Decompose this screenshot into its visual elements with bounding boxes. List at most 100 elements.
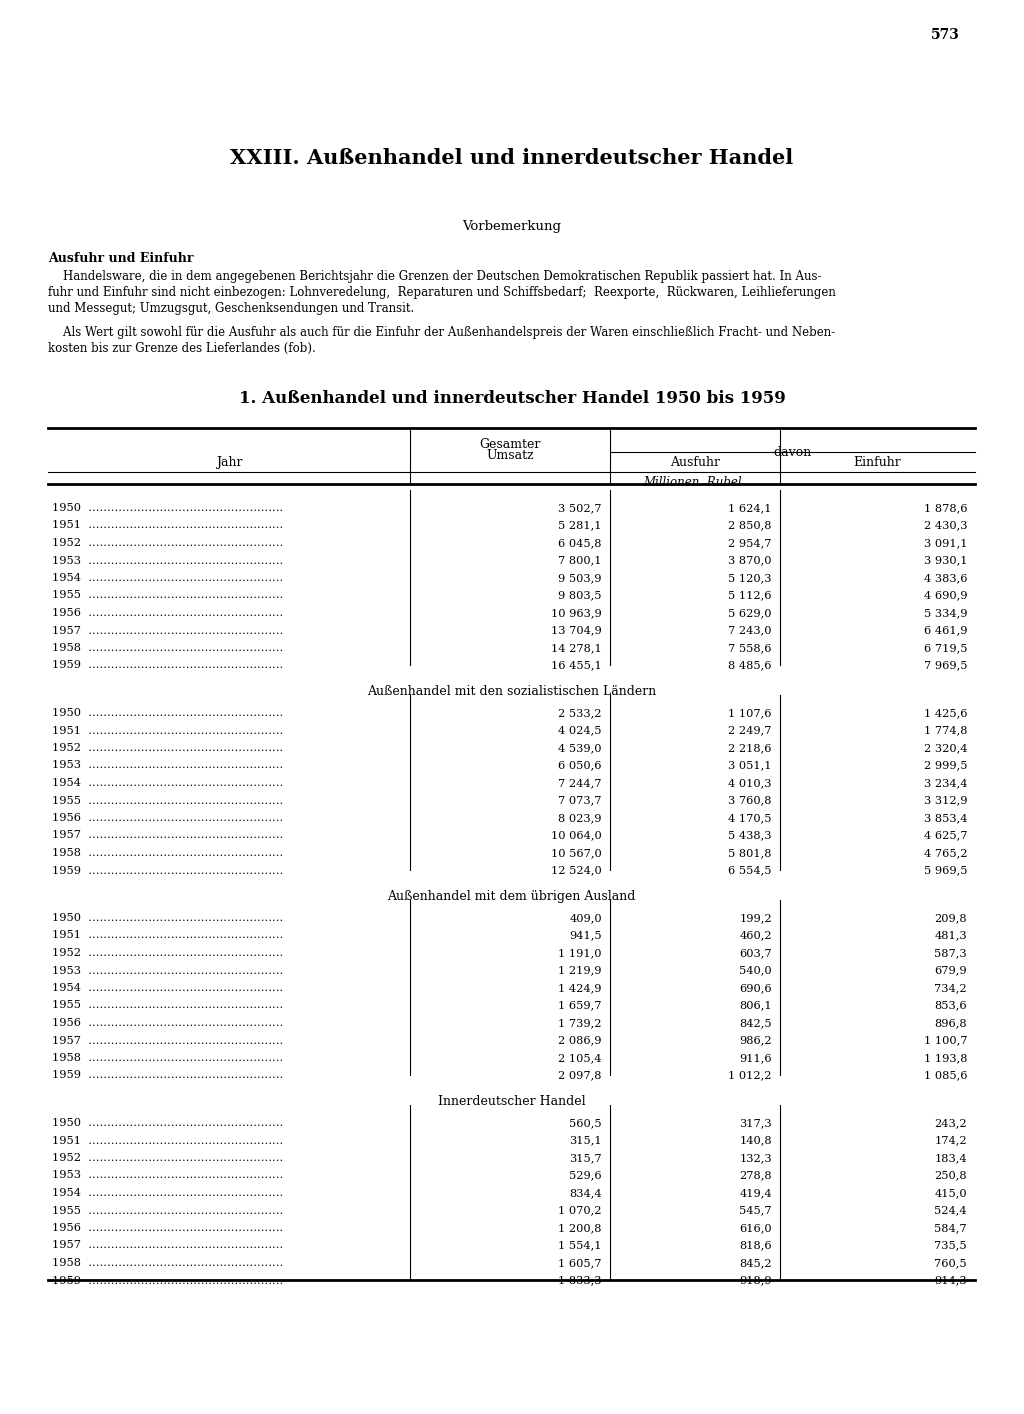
Text: 1954  ....................................................: 1954 ...................................… <box>52 983 284 993</box>
Text: 690,6: 690,6 <box>739 983 772 993</box>
Text: 1 878,6: 1 878,6 <box>924 503 967 513</box>
Text: 243,2: 243,2 <box>934 1118 967 1128</box>
Text: 1 200,8: 1 200,8 <box>558 1223 602 1233</box>
Text: 5 112,6: 5 112,6 <box>728 591 772 601</box>
Text: 4 383,6: 4 383,6 <box>924 573 967 583</box>
Text: 1954  ....................................................: 1954 ...................................… <box>52 778 284 788</box>
Text: 317,3: 317,3 <box>739 1118 772 1128</box>
Text: 1952  ....................................................: 1952 ...................................… <box>52 1152 284 1162</box>
Text: 5 969,5: 5 969,5 <box>924 865 967 875</box>
Text: 1953  ....................................................: 1953 ...................................… <box>52 966 284 976</box>
Text: 1956  ....................................................: 1956 ...................................… <box>52 608 284 618</box>
Text: 1955  ....................................................: 1955 ...................................… <box>52 1206 284 1216</box>
Text: 529,6: 529,6 <box>569 1171 602 1181</box>
Text: 140,8: 140,8 <box>739 1135 772 1145</box>
Text: 573: 573 <box>931 28 961 42</box>
Text: 250,8: 250,8 <box>934 1171 967 1181</box>
Text: Außenhandel mit den sozialistischen Ländern: Außenhandel mit den sozialistischen Länd… <box>367 684 656 699</box>
Text: 1958  ....................................................: 1958 ...................................… <box>52 643 284 653</box>
Text: 1957  ....................................................: 1957 ...................................… <box>52 1240 284 1250</box>
Text: 481,3: 481,3 <box>934 930 967 940</box>
Text: Außenhandel mit dem übrigen Ausland: Außenhandel mit dem übrigen Ausland <box>387 889 636 904</box>
Text: 540,0: 540,0 <box>739 966 772 976</box>
Text: 6 554,5: 6 554,5 <box>728 865 772 875</box>
Text: 1 012,2: 1 012,2 <box>728 1070 772 1080</box>
Text: 2 850,8: 2 850,8 <box>728 520 772 530</box>
Text: 584,7: 584,7 <box>934 1223 967 1233</box>
Text: 5 629,0: 5 629,0 <box>728 608 772 618</box>
Text: 4 625,7: 4 625,7 <box>924 830 967 840</box>
Text: Handelsware, die in dem angegebenen Berichtsjahr die Grenzen der Deutschen Demok: Handelsware, die in dem angegebenen Beri… <box>48 270 821 283</box>
Text: Ausfuhr: Ausfuhr <box>670 455 720 469</box>
Text: 9 803,5: 9 803,5 <box>558 591 602 601</box>
Text: 1 424,9: 1 424,9 <box>558 983 602 993</box>
Text: 2 105,4: 2 105,4 <box>558 1053 602 1063</box>
Text: 6 461,9: 6 461,9 <box>924 625 967 635</box>
Text: 845,2: 845,2 <box>739 1258 772 1268</box>
Text: Vorbemerkung: Vorbemerkung <box>463 221 561 233</box>
Text: 560,5: 560,5 <box>569 1118 602 1128</box>
Text: 5 281,1: 5 281,1 <box>558 520 602 530</box>
Text: 545,7: 545,7 <box>739 1206 772 1216</box>
Text: 1 219,9: 1 219,9 <box>558 966 602 976</box>
Text: 10 064,0: 10 064,0 <box>551 830 602 840</box>
Text: 818,6: 818,6 <box>739 1240 772 1250</box>
Text: 2 320,4: 2 320,4 <box>924 742 967 754</box>
Text: 1 739,2: 1 739,2 <box>558 1018 602 1028</box>
Text: 6 045,8: 6 045,8 <box>558 537 602 549</box>
Text: 2 249,7: 2 249,7 <box>728 725 772 735</box>
Text: 1956  ....................................................: 1956 ...................................… <box>52 1018 284 1028</box>
Text: 1955  ....................................................: 1955 ...................................… <box>52 1001 284 1011</box>
Text: 941,5: 941,5 <box>569 930 602 940</box>
Text: 911,6: 911,6 <box>739 1053 772 1063</box>
Text: 1 425,6: 1 425,6 <box>924 708 967 718</box>
Text: 5 120,3: 5 120,3 <box>728 573 772 583</box>
Text: 1957  ....................................................: 1957 ...................................… <box>52 625 284 635</box>
Text: 1952  ....................................................: 1952 ...................................… <box>52 742 284 754</box>
Text: 1954  ....................................................: 1954 ...................................… <box>52 1188 284 1198</box>
Text: 1952  ....................................................: 1952 ...................................… <box>52 537 284 549</box>
Text: 4 539,0: 4 539,0 <box>558 742 602 754</box>
Text: 616,0: 616,0 <box>739 1223 772 1233</box>
Text: 3 502,7: 3 502,7 <box>558 503 602 513</box>
Text: kosten bis zur Grenze des Lieferlandes (fob).: kosten bis zur Grenze des Lieferlandes (… <box>48 342 315 355</box>
Text: 914,3: 914,3 <box>934 1275 967 1285</box>
Text: 3 051,1: 3 051,1 <box>728 761 772 771</box>
Text: 7 800,1: 7 800,1 <box>558 556 602 566</box>
Text: 1955  ....................................................: 1955 ...................................… <box>52 591 284 601</box>
Text: 1958  ....................................................: 1958 ...................................… <box>52 1053 284 1063</box>
Text: 1 100,7: 1 100,7 <box>924 1035 967 1045</box>
Text: 853,6: 853,6 <box>934 1001 967 1011</box>
Text: und Messegut; Umzugsgut, Geschenksendungen und Transit.: und Messegut; Umzugsgut, Geschenksendung… <box>48 303 415 315</box>
Text: 415,0: 415,0 <box>934 1188 967 1198</box>
Text: 12 524,0: 12 524,0 <box>551 865 602 875</box>
Text: 16 455,1: 16 455,1 <box>551 660 602 670</box>
Text: 1950  ....................................................: 1950 ...................................… <box>52 1118 284 1128</box>
Text: 409,0: 409,0 <box>569 913 602 923</box>
Text: 2 086,9: 2 086,9 <box>558 1035 602 1045</box>
Text: 419,4: 419,4 <box>739 1188 772 1198</box>
Text: 806,1: 806,1 <box>739 1001 772 1011</box>
Text: 2 999,5: 2 999,5 <box>924 761 967 771</box>
Text: 1958  ....................................................: 1958 ...................................… <box>52 848 284 858</box>
Text: Als Wert gilt sowohl für die Ausfuhr als auch für die Einfuhr der Außenhandelspr: Als Wert gilt sowohl für die Ausfuhr als… <box>48 327 836 339</box>
Text: 460,2: 460,2 <box>739 930 772 940</box>
Text: 7 969,5: 7 969,5 <box>924 660 967 670</box>
Text: 1954  ....................................................: 1954 ...................................… <box>52 573 284 583</box>
Text: 4 690,9: 4 690,9 <box>924 591 967 601</box>
Text: 603,7: 603,7 <box>739 947 772 959</box>
Text: 1953  ....................................................: 1953 ...................................… <box>52 1171 284 1181</box>
Text: 2 097,8: 2 097,8 <box>558 1070 602 1080</box>
Text: 13 704,9: 13 704,9 <box>551 625 602 635</box>
Text: Innerdeutscher Handel: Innerdeutscher Handel <box>437 1094 586 1109</box>
Text: davon: davon <box>773 445 812 460</box>
Text: XXIII. Außenhandel und innerdeutscher Handel: XXIII. Außenhandel und innerdeutscher Ha… <box>230 148 794 168</box>
Text: 1950  ....................................................: 1950 ...................................… <box>52 503 284 513</box>
Text: 315,1: 315,1 <box>569 1135 602 1145</box>
Text: 1959  ....................................................: 1959 ...................................… <box>52 1070 284 1080</box>
Text: 7 073,7: 7 073,7 <box>558 796 602 806</box>
Text: 1951  ....................................................: 1951 ...................................… <box>52 930 284 940</box>
Text: 1955  ....................................................: 1955 ...................................… <box>52 796 284 806</box>
Text: 1953  ....................................................: 1953 ...................................… <box>52 556 284 566</box>
Text: 2 533,2: 2 533,2 <box>558 708 602 718</box>
